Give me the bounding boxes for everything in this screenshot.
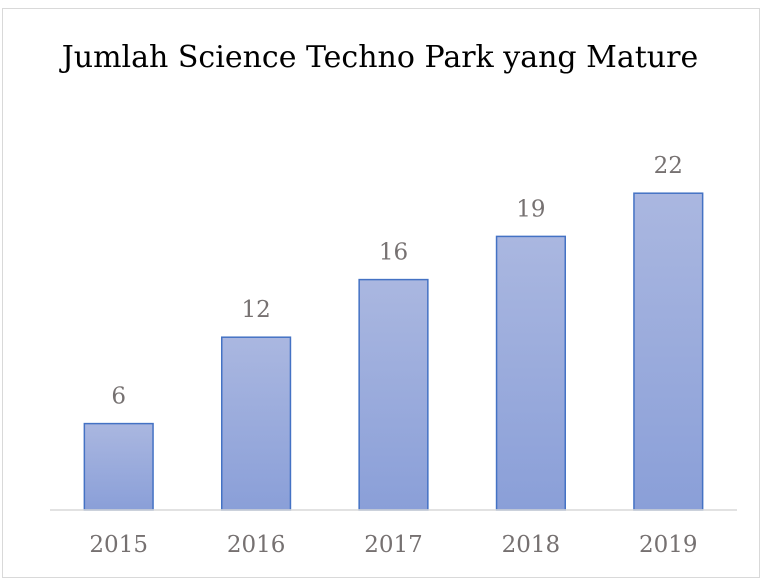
x-tick-label: 2016 bbox=[227, 532, 286, 558]
bar bbox=[495, 235, 566, 511]
data-label: 16 bbox=[379, 240, 408, 266]
x-tick-label: 2015 bbox=[89, 532, 148, 558]
data-label: 12 bbox=[241, 297, 270, 323]
x-tick-label: 2019 bbox=[639, 532, 698, 558]
chart-frame bbox=[2, 8, 760, 578]
bar bbox=[221, 336, 292, 511]
bar bbox=[358, 278, 429, 511]
chart-title: Jumlah Science Techno Park yang Mature bbox=[61, 40, 699, 75]
x-tick-label: 2018 bbox=[502, 532, 561, 558]
data-label: 6 bbox=[111, 384, 126, 410]
data-label: 19 bbox=[516, 196, 545, 222]
x-tick-label: 2017 bbox=[364, 532, 423, 558]
bar bbox=[633, 192, 704, 511]
bar bbox=[83, 422, 154, 511]
data-label: 22 bbox=[654, 153, 683, 179]
